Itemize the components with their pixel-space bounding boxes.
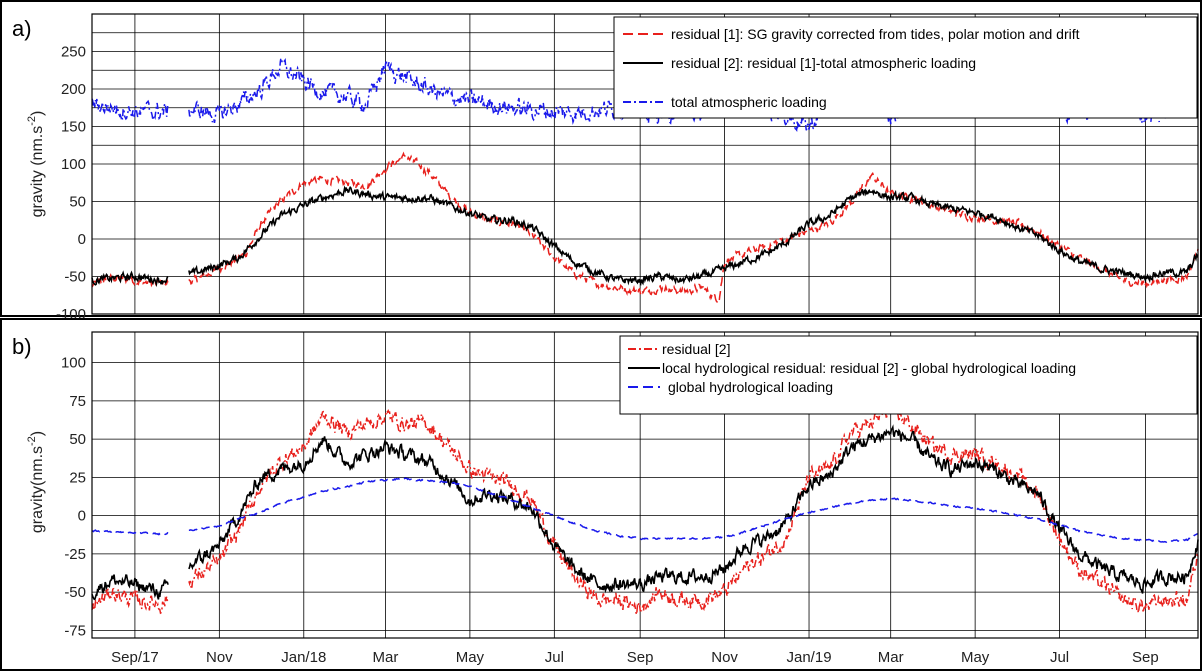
x-tick-label: Sep [1132,649,1159,666]
legend-label-residual-2: residual [2]: residual [1]-total atmosph… [671,55,976,71]
panel-a-frame [0,0,1202,317]
x-tick-label: Sep [627,649,654,666]
panel-a-legend: residual [1]: SG gravity corrected from … [613,16,1198,119]
y-tick-label: -50 [64,269,86,286]
legend-label-atmospheric: total atmospheric loading [671,94,827,110]
x-tick-label: Mar [373,649,399,666]
legend-label-residual-2-b: residual [2] [662,341,730,357]
y-tick-label: 50 [69,194,86,211]
panel-b-y-ticks: -75 -50 -25 0 25 50 75 100 [61,355,86,640]
panel-a: a) gravity (nm.s-2) -100 -50 0 50 100 150 200 2… [0,0,1202,324]
series-line [91,529,169,536]
panel-b-label: b) [12,334,32,359]
y-tick-label: -75 [64,622,86,639]
panel-b-ylabel: gravity(nm.s-2) [26,431,46,533]
panel-a-plot-border [91,13,1199,315]
panel-b: b) gravity(nm.s-2) -75 -50 -25 0 25 50 75 100 S… [0,318,1202,671]
panel-a-legend-box [613,16,1198,119]
y-tick-label: 100 [61,355,86,372]
series-line [91,270,169,288]
x-tick-label: Nov [206,649,233,666]
x-tick-label: Jul [545,649,564,666]
panel-a-y-ticks: -100 -50 0 50 100 150 200 250 [56,44,86,324]
panel-b-legend: residual [2] local hydrological residual… [619,335,1198,415]
x-tick-label: Jul [1050,649,1069,666]
x-tick-label: Jan/18 [281,649,326,666]
series-line [91,574,169,601]
panel-b-legend-box [619,335,1198,415]
x-tick-label: Jan/19 [787,649,832,666]
x-tick-label: Nov [711,649,738,666]
y-tick-label: 250 [61,44,86,61]
panel-b-plot-border [91,331,1199,639]
panel-b-x-ticks: Sep/17 Nov Jan/18 Mar May Jul Sep Nov Jan/19 Mar M… [111,649,1159,666]
y-tick-label: 50 [69,431,86,448]
panel-a-label: a) [12,16,32,41]
series-line [188,398,1199,615]
y-tick-label: 100 [61,156,86,173]
series-line [188,424,1199,594]
legend-label-global-hydro: global hydrological loading [668,379,833,395]
x-tick-label: May [961,649,990,666]
series-line [188,151,1199,305]
y-tick-label: -25 [64,546,86,563]
panel-a-series [91,57,1199,305]
y-tick-label: 0 [78,231,86,248]
panel-a-grid [92,14,1198,315]
x-tick-label: May [456,649,485,666]
y-tick-label: 75 [69,393,86,410]
y-tick-label: 200 [61,81,86,98]
y-tick-label: 25 [69,469,86,486]
series-line [188,185,1199,287]
panel-b-series [91,398,1199,615]
series-line [188,477,1198,544]
x-tick-label: Mar [878,649,904,666]
series-line [91,587,169,615]
x-tick-label: Sep/17 [111,649,159,666]
y-tick-label: 0 [78,508,86,525]
legend-label-residual-1: residual [1]: SG gravity corrected from … [671,26,1080,42]
y-tick-label: -50 [64,584,86,601]
series-line [91,98,169,121]
y-tick-label: -100 [56,306,86,323]
panel-b-frame [0,318,1202,671]
legend-label-local-hydro: local hydrological residual: residual [2… [662,360,1076,376]
panel-a-ylabel: gravity (nm.s-2) [26,111,46,218]
y-tick-label: 150 [61,119,86,136]
